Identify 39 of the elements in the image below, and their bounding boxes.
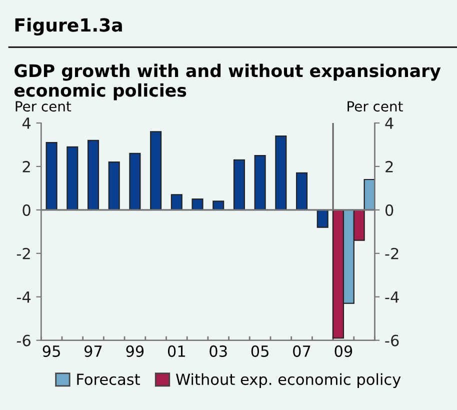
bar xyxy=(66,146,78,210)
bar xyxy=(170,194,182,210)
x-tick-label: 97 xyxy=(84,345,102,357)
x-tick-label: 05 xyxy=(251,345,268,357)
bar xyxy=(192,198,204,210)
x-tick-label: 99 xyxy=(126,345,144,357)
y-tick-label: -4 xyxy=(16,292,31,303)
y2-tick-label: 4 xyxy=(385,118,394,129)
y-axis-title: Per cent xyxy=(16,101,72,112)
bar xyxy=(129,152,141,210)
y-tick-label: -6 xyxy=(16,334,30,346)
x-tick-label: 03 xyxy=(210,345,227,357)
bar xyxy=(233,159,245,210)
bar xyxy=(275,135,287,210)
bar xyxy=(316,209,328,228)
x-tick-label: 09 xyxy=(334,345,352,357)
y2-tick-label: -6 xyxy=(385,334,399,346)
bar xyxy=(296,172,308,210)
bar xyxy=(87,140,100,210)
legend-label: Without exp. economic policy xyxy=(176,373,401,388)
legend-label: Forecast xyxy=(77,374,140,386)
y2-axis-title: Per cent xyxy=(348,101,403,112)
y2-tick-label: -4 xyxy=(385,292,399,303)
y-tick-label: 2 xyxy=(22,160,30,172)
bar xyxy=(150,131,162,210)
y-tick-label: 0 xyxy=(22,204,30,216)
chart-title: Figure1.3a xyxy=(15,18,122,36)
x-tick-label: 01 xyxy=(168,345,185,357)
y-tick-label: 4 xyxy=(22,118,31,129)
y2-tick-label: 0 xyxy=(385,204,394,216)
x-tick-label: 95 xyxy=(42,345,60,357)
y2-tick-label: -2 xyxy=(385,248,398,260)
bar xyxy=(46,142,58,210)
y-tick-label: -2 xyxy=(16,248,30,260)
x-tick-label: 07 xyxy=(293,345,310,357)
chart-subtitle: GDP growth with and without expansionary economic policies xyxy=(14,64,441,100)
bar xyxy=(254,155,266,210)
bar xyxy=(108,162,120,210)
y2-tick-label: 2 xyxy=(386,160,393,172)
